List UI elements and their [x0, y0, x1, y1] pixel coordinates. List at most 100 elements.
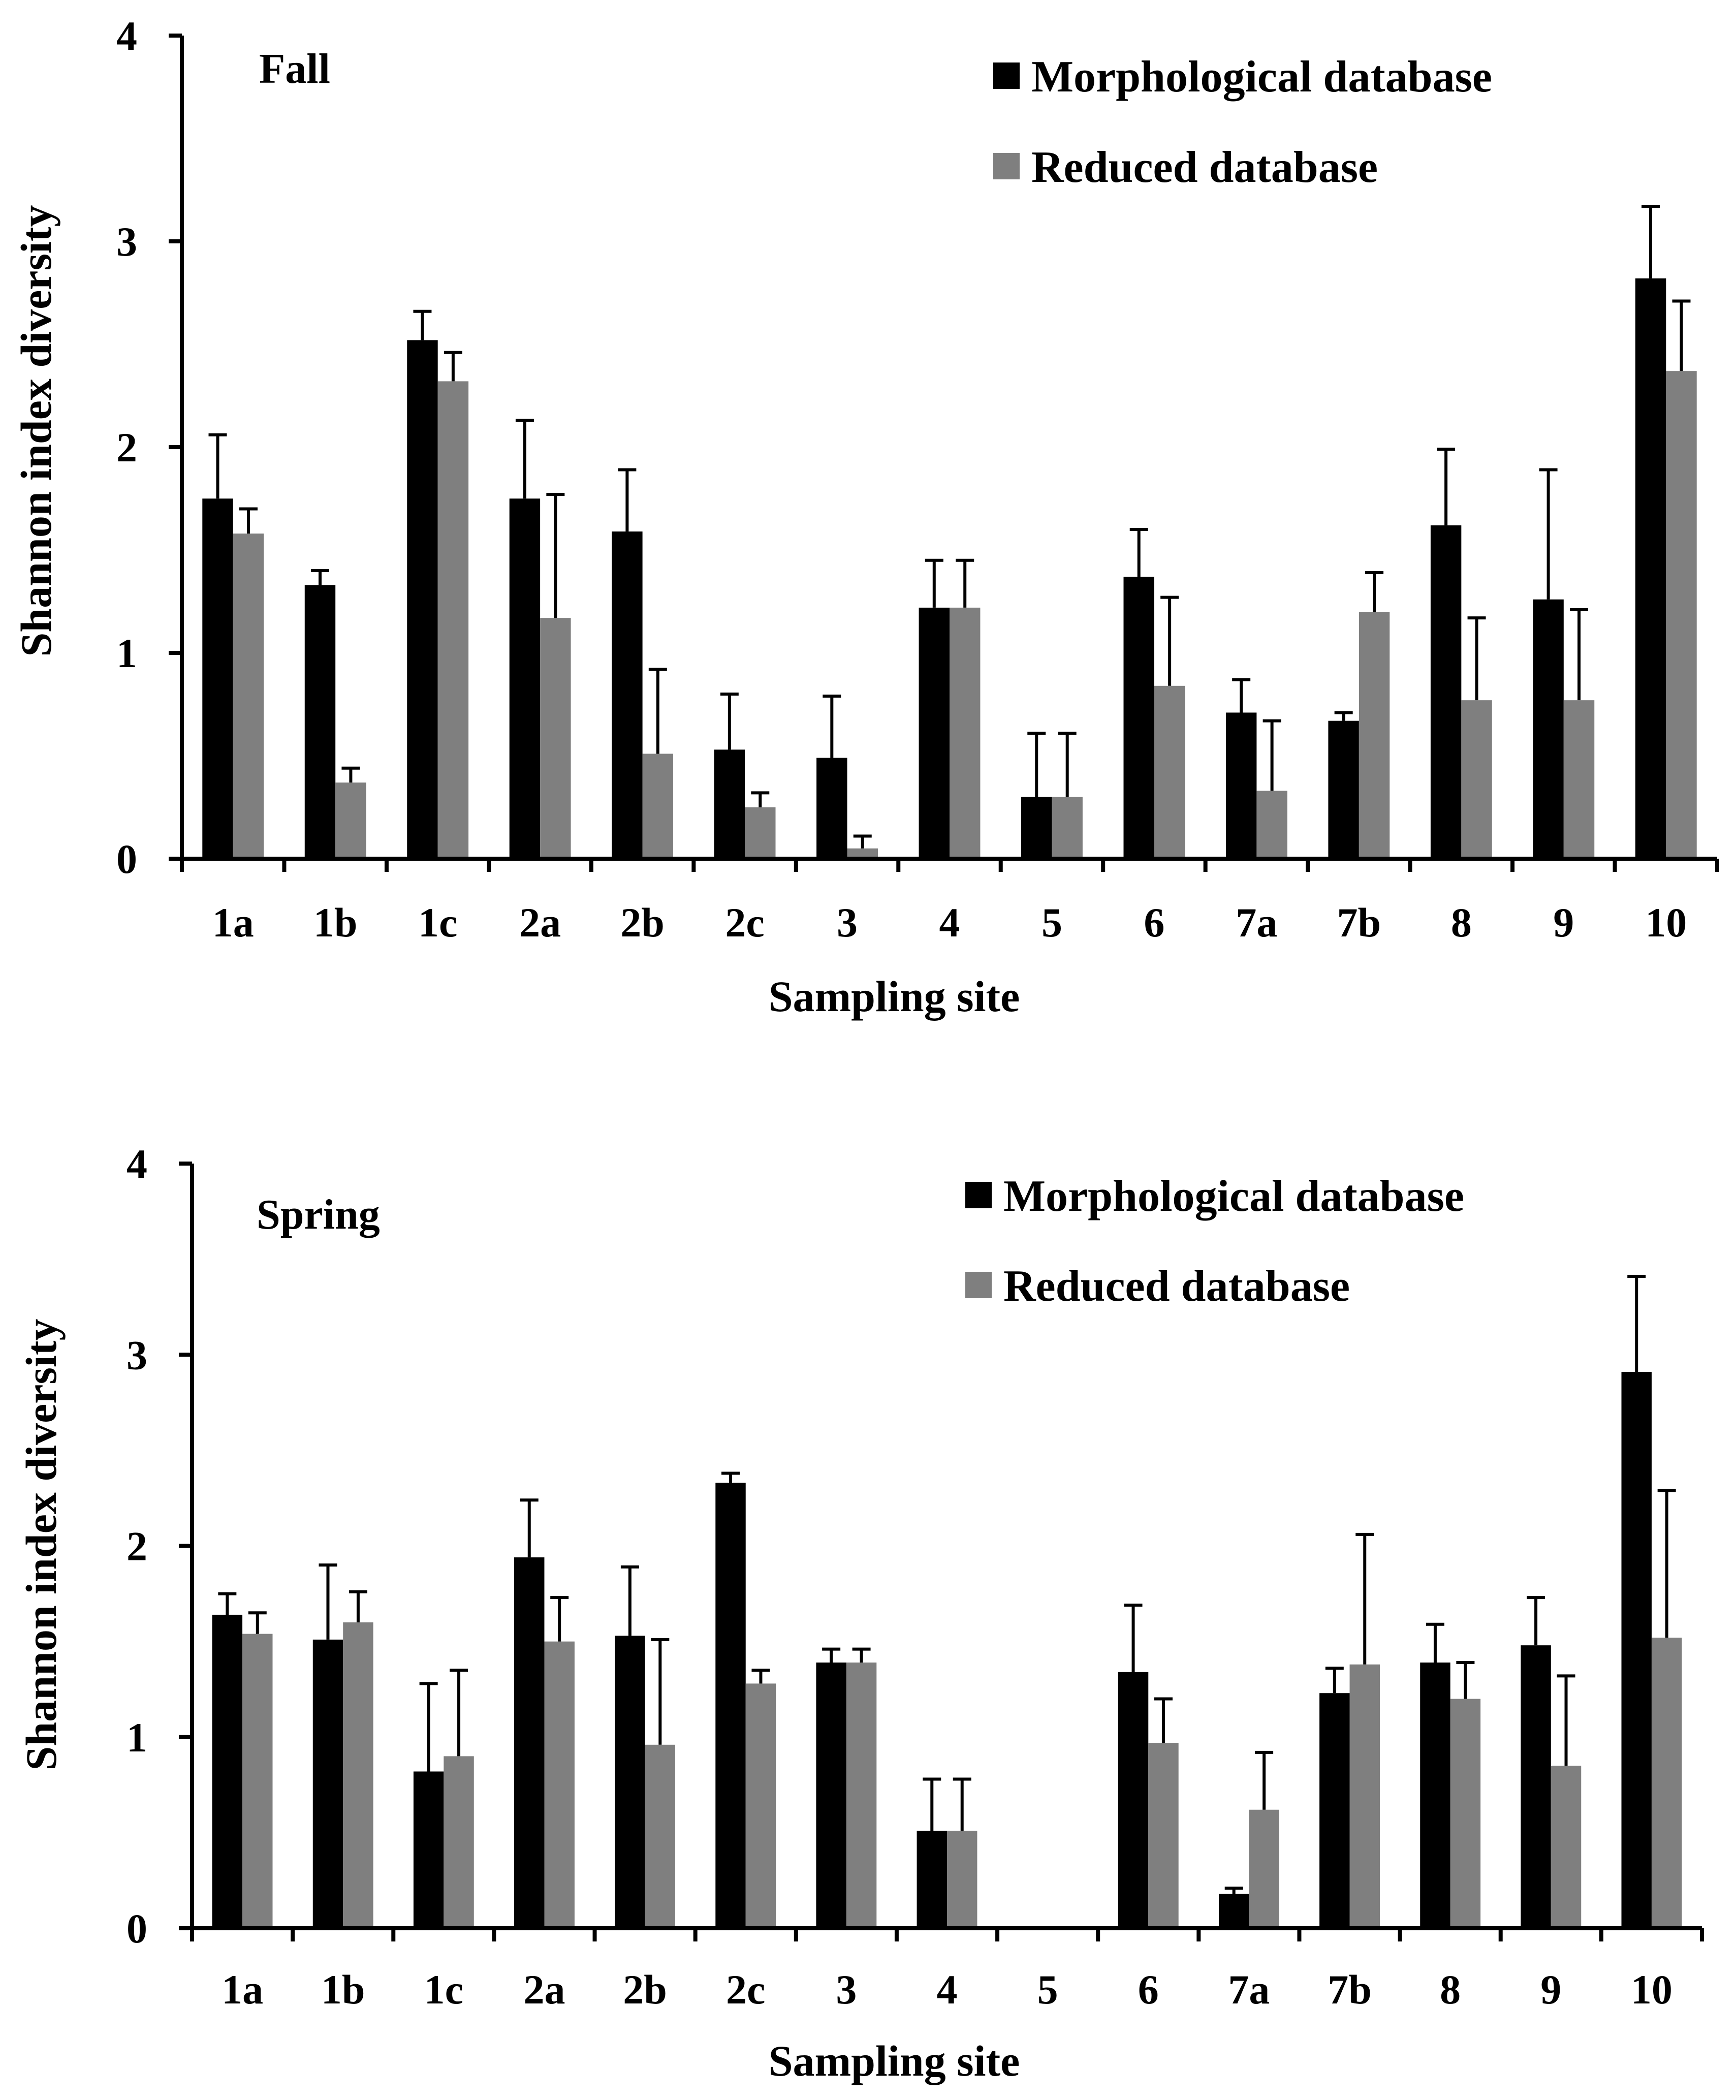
spring-bar-morphological: [312, 1639, 343, 1928]
spring-y-tick-label: 0: [127, 1905, 147, 1952]
fall-bar-morphological: [304, 585, 336, 859]
spring-bar-morphological: [212, 1614, 243, 1928]
fall-bar-reduced: [1154, 685, 1185, 859]
spring-x-axis: 1a 1b 1c 2a 2b 2c 3 4 5 6 7a 7b 8 9 10: [190, 1926, 1704, 2013]
fall-error-bars: [208, 205, 1691, 849]
spring-x-axis-title: Sampling site: [769, 2036, 1020, 2085]
spring-x-tick-label: 2c: [726, 1966, 765, 2013]
fall-x-tick-label: 6: [1144, 899, 1164, 946]
spring-bar-reduced: [544, 1641, 575, 1928]
spring-legend-swatch-reduced: [965, 1272, 992, 1298]
fall-y-tick-label: 0: [116, 836, 137, 882]
fall-x-tick-label: 9: [1553, 899, 1574, 946]
spring-legend-label-morphological: Morphological database: [1003, 1172, 1464, 1221]
fall-bar-reduced: [335, 782, 366, 859]
fall-bar-reduced: [1563, 700, 1595, 859]
spring-bar-reduced: [645, 1744, 676, 1928]
spring-chart-panel: Shannon index diversity Spring Morpholog…: [17, 1141, 1704, 2085]
fall-bar-reduced: [642, 754, 674, 859]
fall-bar-reduced: [540, 618, 571, 859]
spring-y-tick-label: 4: [127, 1141, 147, 1187]
spring-x-tick-label: 10: [1631, 1966, 1672, 2013]
spring-bar-morphological: [413, 1771, 444, 1928]
fall-bar-morphological: [612, 531, 643, 859]
fall-x-tick-label: 5: [1041, 899, 1062, 946]
spring-x-tick-label: 8: [1440, 1966, 1461, 2013]
fall-x-tick-label: 4: [939, 899, 960, 946]
fall-x-tick-label: 8: [1451, 899, 1472, 946]
spring-error-bars: [218, 1274, 1676, 1894]
fall-bar-morphological: [1328, 720, 1359, 859]
fall-x-axis-title: Sampling site: [769, 972, 1020, 1021]
fall-bar-reduced: [437, 381, 469, 859]
fall-x-tick-label: 7b: [1337, 899, 1381, 946]
fall-bar-reduced: [1666, 371, 1697, 859]
spring-x-tick-label: 6: [1138, 1966, 1159, 2013]
fall-legend: Morphological database Reduced database: [993, 52, 1492, 192]
fall-bar-morphological: [1123, 577, 1154, 859]
spring-x-tick-label: 3: [836, 1966, 857, 2013]
spring-bar-reduced: [1148, 1743, 1179, 1928]
fall-bar-reduced: [950, 607, 981, 859]
spring-x-tick-label: 5: [1037, 1966, 1058, 2013]
fall-chart-panel: Shannon index diversity Fall Morphologic…: [12, 13, 1719, 1021]
fall-legend-swatch-reduced: [993, 153, 1020, 179]
spring-bar-morphological: [514, 1557, 545, 1928]
fall-y-tick-label: 1: [116, 630, 137, 676]
fall-bar-reduced: [847, 848, 878, 859]
spring-bar-morphological: [1118, 1672, 1149, 1928]
fall-x-axis: 1a 1b 1c 2a 2b 2c 3 4 5 6 7a 7b 8 9 10: [180, 857, 1719, 946]
fall-bar-reduced: [233, 534, 264, 859]
fall-bar-morphological: [1430, 525, 1462, 859]
spring-bar-reduced: [846, 1663, 877, 1928]
spring-bar-reduced: [1450, 1699, 1481, 1928]
spring-y-tick-label: 1: [127, 1714, 147, 1761]
fall-legend-swatch-morphological: [993, 62, 1020, 89]
spring-bar-reduced: [1551, 1766, 1582, 1928]
spring-bar-morphological: [1521, 1645, 1551, 1928]
fall-x-tick-label: 10: [1645, 899, 1687, 946]
fall-legend-label-morphological: Morphological database: [1031, 52, 1492, 102]
spring-bar-reduced: [242, 1634, 273, 1928]
spring-bar-reduced: [1651, 1638, 1682, 1928]
spring-legend-swatch-morphological: [965, 1182, 992, 1208]
spring-x-tick-label: 1b: [321, 1966, 365, 2013]
fall-y-tick-label: 3: [116, 218, 137, 265]
fall-bar-reduced: [1256, 791, 1287, 859]
fall-y-axis: 0 1 2 3 4: [116, 13, 184, 882]
fall-bar-reduced: [1461, 700, 1492, 859]
fall-x-tick-label: 3: [837, 899, 858, 946]
spring-x-tick-label: 9: [1540, 1966, 1561, 2013]
spring-bar-morphological: [1218, 1894, 1249, 1928]
spring-bar-morphological: [715, 1483, 746, 1928]
spring-x-tick-label: 7b: [1328, 1966, 1372, 2013]
spring-x-tick-label: 4: [937, 1966, 958, 2013]
spring-x-tick-label: 7a: [1228, 1966, 1270, 2013]
fall-panel-title: Fall: [259, 45, 330, 92]
fall-y-tick-label: 2: [116, 424, 137, 471]
spring-x-tick-label: 2b: [623, 1966, 667, 2013]
fall-x-tick-label: 2b: [620, 899, 665, 946]
spring-bar-reduced: [745, 1683, 776, 1928]
spring-bar-reduced: [947, 1831, 977, 1928]
fall-bar-morphological: [407, 340, 438, 859]
spring-bar-morphological: [615, 1636, 645, 1928]
spring-bar-morphological: [1319, 1693, 1350, 1928]
fall-x-tick-label: 1a: [212, 899, 254, 946]
spring-x-tick-label: 1a: [222, 1966, 263, 2013]
spring-bar-reduced: [1349, 1664, 1380, 1928]
spring-panel-title: Spring: [257, 1191, 380, 1238]
spring-x-tick-label: 2a: [523, 1966, 565, 2013]
fall-bar-morphological: [1021, 797, 1052, 859]
fall-bar-morphological: [919, 607, 950, 859]
fall-x-tick-label: 1b: [313, 899, 358, 946]
spring-legend: Morphological database Reduced database: [965, 1172, 1464, 1311]
spring-legend-label-reduced: Reduced database: [1003, 1262, 1350, 1311]
spring-y-axis-title: Shannon index diversity: [17, 1319, 66, 1771]
fall-x-tick-label: 7a: [1236, 899, 1277, 946]
fall-bar-morphological: [816, 758, 847, 859]
fall-bar-reduced: [745, 807, 776, 859]
fall-bar-morphological: [714, 749, 745, 859]
fall-y-tick-label: 4: [116, 13, 137, 59]
spring-bar-reduced: [444, 1756, 474, 1928]
